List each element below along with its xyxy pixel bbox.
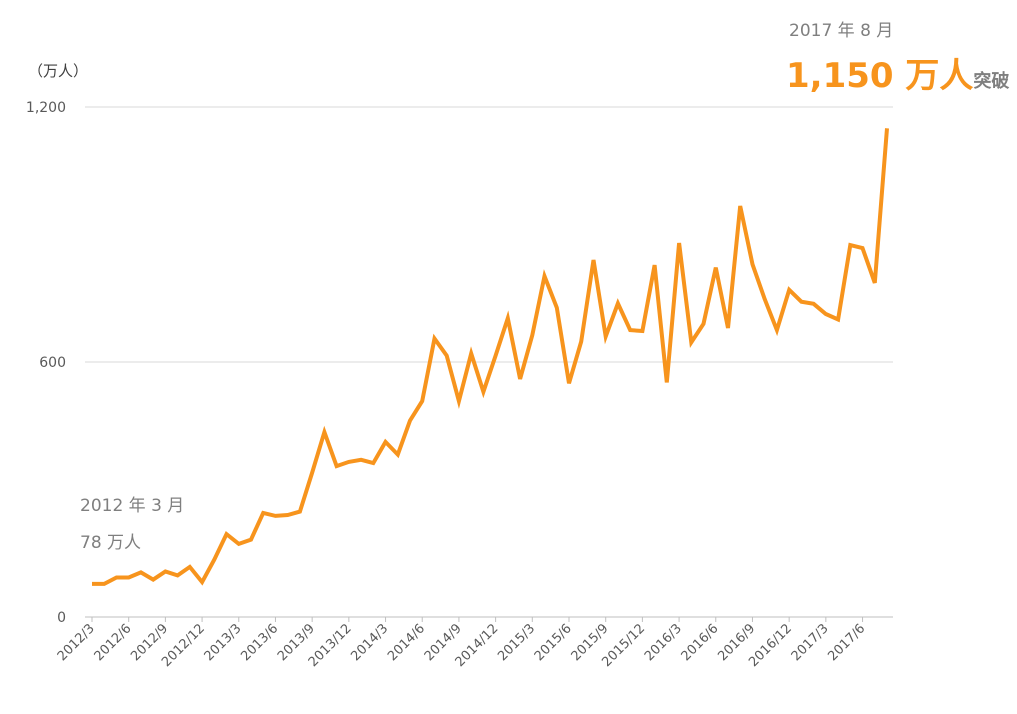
grid-lines <box>85 106 893 618</box>
x-tick-label: 2017/6 <box>825 621 868 664</box>
series-line <box>92 128 889 586</box>
annotation-start-date: 2012 年 3 月 <box>80 496 185 516</box>
y-tick-label: 1,200 <box>26 100 66 116</box>
y-tick-label: 600 <box>39 355 66 371</box>
x-tick-label: 2017/3 <box>789 621 832 664</box>
x-tick-label: 2014/6 <box>385 621 428 664</box>
annotation-end-date: 2017 年 8 月 <box>789 21 894 41</box>
x-tick-label: 2016/3 <box>642 621 685 664</box>
annotation-end-number: 1,150 万人 <box>786 56 974 96</box>
y-axis-ticks: 0 600 1,200 <box>26 100 66 626</box>
x-tick-label: 2015/3 <box>495 621 538 664</box>
x-tick-label: 2013/3 <box>202 621 245 664</box>
annotation-start-value: 78 万人 <box>80 533 142 553</box>
x-tick-label: 2015/6 <box>532 621 575 664</box>
x-tick-label: 2013/6 <box>238 621 281 664</box>
x-tick-label: 2014/3 <box>348 621 391 664</box>
y-tick-label: 0 <box>57 610 66 626</box>
y-axis-unit-label: （万人） <box>28 62 89 80</box>
x-axis-ticks: 2012/32012/62012/92012/122013/32013/6201… <box>55 617 868 670</box>
x-tick-label: 2016/6 <box>679 621 722 664</box>
x-tick-label: 2012/3 <box>55 621 98 664</box>
annotation-end-suffix: 突破 <box>973 71 1010 92</box>
x-tick-label: 2012/6 <box>92 621 135 664</box>
series-visitors <box>92 128 889 586</box>
annotation-end-value: 1,150 万人突破 <box>786 48 1009 97</box>
